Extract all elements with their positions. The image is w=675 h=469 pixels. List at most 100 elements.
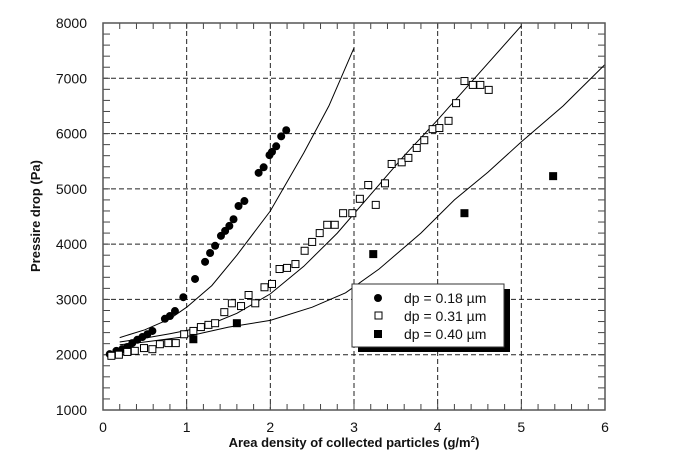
legend-marker-filled-circle [374,294,382,302]
data-point-circle [211,241,220,250]
data-point-circle [282,126,291,135]
x-tick-label: 6 [601,419,609,435]
data-point-open-square [189,326,198,335]
data-point-open-square [227,299,236,308]
data-point-circle [229,215,238,224]
data-point-open-square [107,351,116,360]
y-tick-labels: 1000 2000 3000 4000 5000 6000 7000 8000 [56,15,87,418]
data-point-circle [179,293,188,302]
legend-marker-open-square [374,311,383,320]
data-point-open-square [171,339,180,348]
data-point-open-square [476,80,485,89]
x-tick-label: 4 [434,419,442,435]
legend-marker-filled-square [374,330,382,338]
data-point-circle [268,147,277,156]
data-point-open-square [251,299,260,308]
data-point-circle [201,257,210,266]
data-point-open-square [291,260,300,269]
grid-lines [103,23,605,410]
data-point-open-square [355,194,364,203]
data-point-open-square [412,143,421,152]
data-point-open-square [130,346,139,355]
data-point-open-square [260,283,269,292]
data-point-open-square [380,179,389,188]
data-point-open-square [452,99,461,108]
y-tick-label: 6000 [56,126,87,142]
y-tick-label: 5000 [56,181,87,197]
data-point-open-square [211,319,220,328]
data-point-circle [240,197,249,206]
data-point-open-square [237,302,246,311]
data-point-open-square [371,200,380,209]
data-point-circle [170,307,179,316]
data-point-open-square [139,344,148,353]
data-point-open-square [148,345,157,354]
data-point-open-square [397,158,406,167]
data-point-circle [277,132,286,141]
data-point-circle [191,274,200,283]
x-axis-title: Area density of collected particles (g/m… [229,435,480,450]
data-points [105,77,558,360]
data-point-open-square [435,124,444,133]
data-point-open-square [275,265,284,274]
x-tick-labels: 0 1 2 3 4 5 6 [99,419,609,435]
data-point-open-square [460,77,469,86]
y-tick-label: 7000 [56,70,87,86]
y-tick-label: 3000 [56,291,87,307]
data-point-open-square [204,320,213,329]
x-tick-label: 5 [517,419,525,435]
data-point-open-square [155,340,164,349]
data-point-circle [225,221,234,230]
data-point-open-square [180,330,189,339]
data-point-open-square [300,246,309,255]
x-tick-label: 0 [99,419,107,435]
data-point-open-square [196,323,205,332]
x-tick-label: 3 [350,419,358,435]
data-point-circle [206,248,215,257]
data-point-open-square [164,339,173,348]
data-point-open-square [315,229,324,238]
data-point-open-square [339,209,348,218]
model-curve-series-0 [119,47,355,339]
data-point-open-square [348,209,357,218]
data-point-circle [165,312,174,321]
x-tick-label: 2 [266,419,274,435]
y-tick-label: 2000 [56,347,87,363]
legend: dp = 0.18 µm dp = 0.31 µm dp = 0.40 µm [351,283,510,352]
data-point-circle [148,326,157,335]
data-point-circle [234,201,243,210]
data-point-open-square [323,220,332,229]
data-point-filled-square [189,335,198,344]
data-point-open-square [444,116,453,125]
data-point-open-square [404,153,413,162]
y-tick-label: 8000 [56,15,87,31]
data-point-circle [254,168,263,177]
data-point-open-square [220,308,229,317]
y-axis-title: Pressire drop (Pa) [28,160,43,272]
data-point-filled-square [232,319,241,328]
data-point-open-square [123,347,132,356]
data-point-open-square [484,85,493,94]
data-point-open-square [387,159,396,168]
data-point-open-square [428,125,437,134]
data-point-filled-square [460,209,469,218]
legend-label-0: dp = 0.18 µm [404,290,486,306]
data-point-filled-square [549,172,558,181]
data-point-circle [259,163,268,172]
y-tick-label: 4000 [56,236,87,252]
data-point-open-square [330,220,339,229]
data-point-open-square [420,136,429,145]
data-point-circle [272,142,281,151]
data-point-open-square [308,237,317,246]
model-curve-series-1 [119,25,522,343]
data-point-open-square [268,279,277,288]
y-tick-label: 1000 [56,402,87,418]
data-point-open-square [244,291,253,300]
plot-frame [102,22,606,411]
data-point-filled-square [369,250,378,259]
data-point-open-square [364,180,373,189]
data-point-open-square [283,263,292,272]
legend-label-2: dp = 0.40 µm [404,326,486,342]
x-tick-label: 1 [183,419,191,435]
